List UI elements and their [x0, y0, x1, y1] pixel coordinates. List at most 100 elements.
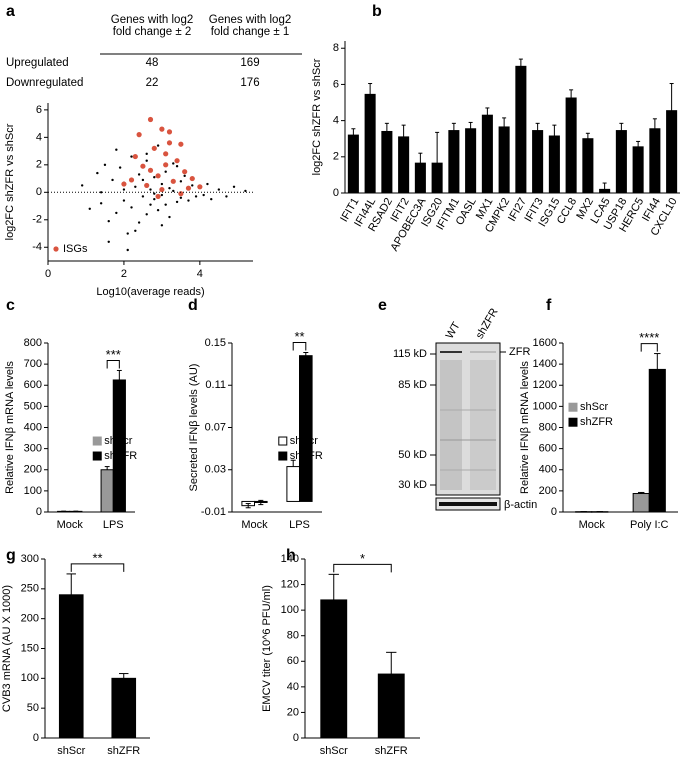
bar: [286, 466, 300, 502]
y-axis-label: CVB3 mRNA (AU X 1000): [1, 585, 13, 712]
y-tick-label: 60: [287, 655, 299, 667]
x-tick-label: 2: [121, 268, 127, 280]
point: [178, 191, 184, 197]
y-tick-label: 40: [287, 681, 299, 693]
bar: [532, 130, 544, 194]
x-tick-label: shScr: [57, 745, 85, 757]
x-tick-label: Mock: [241, 519, 268, 531]
significance-bracket: [333, 563, 392, 573]
marker-label: 50 kD: [398, 449, 427, 461]
y-tick-label: 200: [539, 485, 557, 497]
significance-label: ****: [639, 330, 659, 345]
point: [144, 182, 150, 189]
point: [155, 173, 161, 179]
point: [151, 145, 157, 151]
point: [122, 199, 126, 202]
point: [145, 159, 148, 162]
y-tick-label: 50: [27, 702, 39, 714]
point: [217, 188, 221, 191]
y-tick-label: 0.07: [205, 421, 226, 433]
y-tick-label: 100: [24, 485, 42, 497]
point: [174, 158, 180, 164]
point: [160, 193, 164, 197]
bar: [565, 97, 577, 194]
point: [134, 185, 137, 189]
point: [107, 219, 110, 223]
point: [172, 162, 175, 165]
significance-label: **: [92, 550, 102, 565]
point: [202, 193, 205, 197]
point: [183, 174, 186, 178]
y-axis-label: EMCV titer (10^6 PFU/ml): [261, 585, 273, 712]
y-tick-label: -2: [32, 214, 42, 226]
y-tick-label: 0: [36, 186, 42, 198]
bar: [364, 93, 376, 194]
point: [111, 178, 114, 182]
point: [160, 182, 164, 186]
point: [163, 151, 169, 157]
point: [194, 195, 198, 198]
point: [210, 197, 213, 201]
table-cell: 176: [240, 77, 260, 89]
point: [132, 153, 138, 160]
point: [179, 196, 183, 199]
legend-swatch: [92, 451, 102, 461]
y-tick-label: 300: [24, 443, 42, 455]
point: [126, 248, 129, 252]
bar: [299, 355, 313, 502]
bar: [381, 130, 393, 194]
table-cell: 169: [240, 57, 260, 69]
y-tick-label: 1400: [533, 358, 557, 370]
point: [175, 200, 179, 204]
point: [134, 229, 137, 232]
point: [137, 221, 141, 224]
legend-swatch: [568, 417, 578, 427]
point: [168, 186, 171, 190]
point: [130, 206, 133, 209]
y-axis-label: Relative IFNβ mRNA levels: [519, 361, 531, 494]
y-tick-label: 4: [36, 131, 42, 143]
legend-swatch: [92, 436, 102, 446]
point: [128, 177, 135, 183]
point: [88, 207, 91, 210]
significance-label: ***: [106, 347, 121, 362]
point: [197, 184, 203, 190]
point: [99, 202, 103, 205]
table-cell: 48: [145, 57, 159, 69]
point: [136, 132, 142, 138]
y-tick-label: 6: [333, 78, 339, 90]
x-tick-label: 0: [45, 268, 51, 280]
significance-bracket: [106, 359, 120, 369]
y-tick-label: 0: [333, 187, 339, 199]
y-tick-label: 600: [24, 379, 42, 391]
point: [145, 213, 148, 216]
y-tick-label: 800: [24, 337, 42, 349]
bar: [398, 136, 410, 194]
lane-label: shZFR: [474, 306, 501, 341]
band-label: β-actin: [504, 499, 537, 511]
x-tick-label: shZFR: [107, 745, 140, 757]
panel-label: a: [6, 3, 15, 20]
point: [189, 175, 195, 182]
panel-label: b: [372, 3, 382, 20]
bar: [666, 110, 678, 194]
bar: [632, 493, 650, 513]
point: [156, 208, 160, 212]
table-header: Genes with log2 fold change ± 1: [208, 14, 292, 38]
significance-label: **: [294, 329, 304, 344]
blot-lane: [440, 360, 462, 490]
point: [155, 193, 161, 200]
bar: [58, 594, 84, 739]
blot-lane: [470, 360, 496, 490]
bar: [377, 673, 405, 739]
point: [159, 126, 165, 132]
bar: [599, 188, 611, 194]
bar: [582, 138, 594, 194]
y-tick-label: 1200: [533, 379, 557, 391]
point: [140, 163, 146, 169]
point: [166, 129, 173, 135]
point: [115, 211, 118, 215]
point: [166, 140, 173, 146]
legend-swatch: [278, 436, 288, 446]
